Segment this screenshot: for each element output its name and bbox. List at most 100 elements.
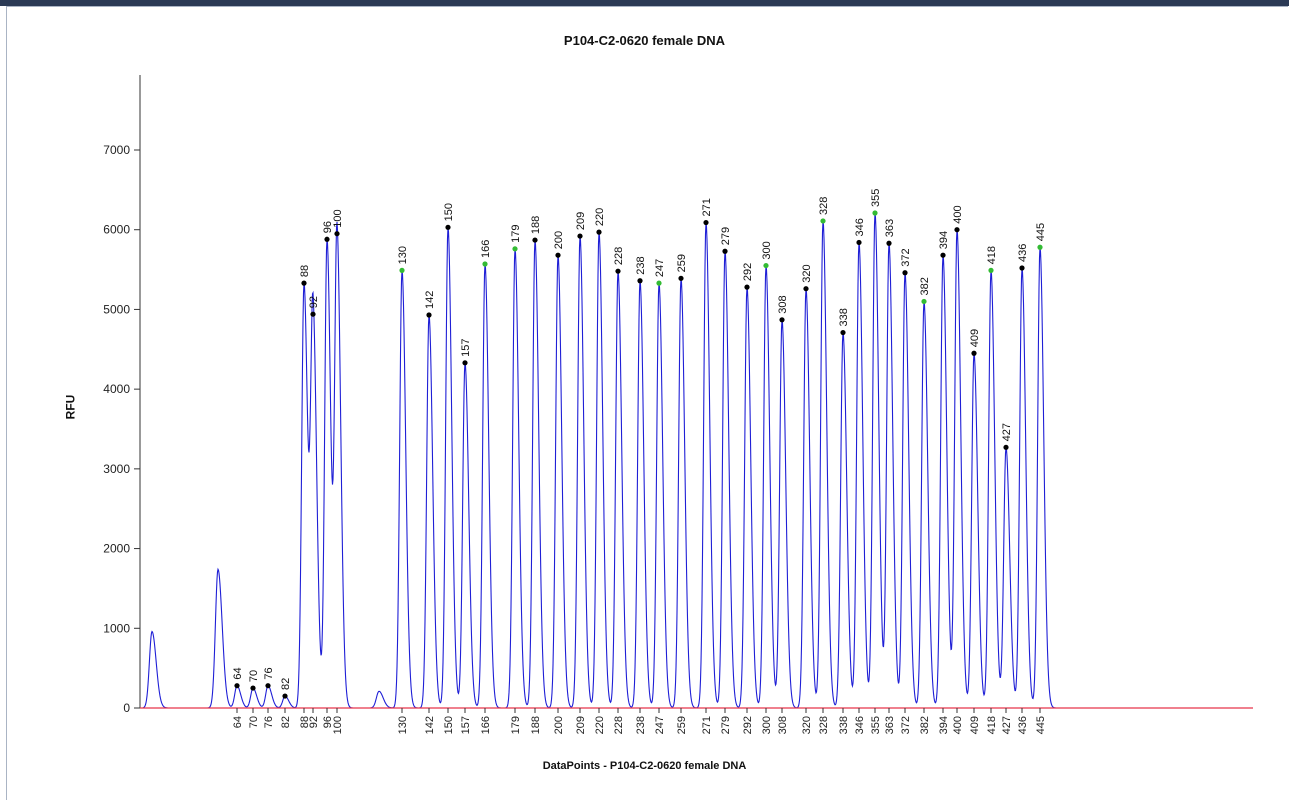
x-tick-label: 150 [443,716,455,734]
x-tick-label: 363 [884,716,896,734]
peak-marker [840,329,846,336]
peak-marker [763,262,769,269]
peak-marker [856,239,862,246]
peak-marker [282,693,288,699]
peak-marker [512,246,518,252]
x-tick-label: 346 [854,716,866,734]
peak-marker [803,286,809,292]
x-tick-label: 409 [969,716,981,734]
peak-label: 363 [884,219,896,237]
peak-label: 238 [635,256,647,274]
peak-marker [310,311,316,317]
peak-label: 382 [919,277,931,295]
peak-marker [445,224,451,230]
peak-marker [250,685,256,691]
peak-marker [577,233,583,239]
peak-marker [555,252,561,258]
peak-label: 418 [986,246,998,264]
x-tick-label: 292 [742,716,754,734]
peak-label: 328 [818,197,830,215]
x-tick-label: 338 [838,716,850,734]
peak-marker [722,248,728,254]
x-tick-label: 400 [952,716,964,734]
peak-label: 70 [248,670,260,682]
peak-marker [744,284,750,290]
peak-marker [872,210,878,216]
x-tick-label: 300 [761,716,773,734]
peak-label: 372 [900,248,912,266]
x-tick-label: 157 [460,716,472,734]
x-tick-label: 82 [280,716,292,728]
x-tick-label: 445 [1035,716,1047,734]
x-tick-label: 166 [480,716,492,734]
x-tick-label: 64 [232,716,244,728]
x-tick-label: 100 [332,716,344,734]
peak-label: 200 [553,231,565,249]
x-tick-label: 130 [397,716,409,734]
peak-label: 166 [480,240,492,258]
x-tick-label: 76 [263,716,275,728]
peak-marker [820,218,826,224]
y-tick-label: 0 [123,701,130,715]
peak-label: 209 [575,212,587,230]
peak-label: 64 [232,667,244,679]
x-tick-label: 220 [594,716,606,734]
y-tick-label: 7000 [103,143,130,157]
x-tick-label: 328 [818,716,830,734]
signal-trace [142,212,1060,709]
peak-marker [637,278,643,284]
peak-label: 300 [761,241,773,259]
peak-marker [703,219,709,226]
peak-marker [1003,444,1009,450]
peak-label: 292 [742,263,754,281]
x-tick-label: 271 [701,716,713,734]
y-tick-label: 1000 [103,621,130,635]
peak-marker [886,240,892,246]
peak-marker [265,683,271,689]
x-tick-label: 427 [1001,716,1013,734]
peak-label: 188 [530,216,542,234]
peak-label: 179 [510,224,522,242]
peak-marker [301,280,307,286]
y-tick-label: 5000 [103,302,130,316]
x-tick-label: 88 [299,716,311,728]
peak-label: 100 [332,209,344,227]
y-tick-label: 4000 [103,382,130,396]
peak-label: 346 [854,218,866,236]
peak-marker [596,229,602,235]
peak-marker [1037,244,1043,250]
peak-label: 76 [263,667,275,679]
chart-title: P104-C2-0620 female DNA [563,33,726,48]
x-tick-label: 418 [986,716,998,734]
x-tick-label: 382 [919,716,931,734]
peak-label: 279 [720,227,732,245]
peak-label: 394 [938,231,950,249]
y-tick-label: 2000 [103,542,130,556]
x-tick-label: 70 [248,716,260,728]
peak-label: 355 [870,189,882,207]
peak-marker [532,237,538,243]
peak-marker [399,267,405,273]
peak-marker [1019,265,1025,271]
x-tick-label: 92 [308,716,320,728]
x-tick-label: 372 [900,716,912,734]
x-tick-label: 394 [938,716,950,734]
x-axis-title: DataPoints - P104-C2-0620 female DNA [542,760,747,772]
peak-marker [462,360,468,366]
peak-label: 150 [443,203,455,221]
x-tick-label: 247 [654,716,666,734]
trace-layer [142,212,1060,709]
window-top-band [0,0,1289,6]
x-tick-label: 188 [530,716,542,734]
peak-label: 82 [280,678,292,690]
peak-marker [940,252,946,258]
peak-label: 247 [654,259,666,277]
peak-label: 436 [1017,244,1029,262]
peak-marker [334,231,340,237]
y-tick-label: 3000 [103,462,130,476]
peak-marker [324,236,330,242]
peak-marker [971,350,977,356]
y-tick-label: 6000 [103,223,130,237]
